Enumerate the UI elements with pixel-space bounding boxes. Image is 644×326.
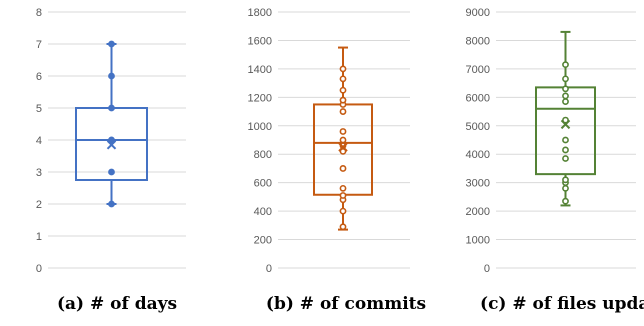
- data-point: [108, 104, 115, 112]
- y-tick-label: 7: [36, 39, 42, 51]
- y-tick-label: 0: [484, 263, 490, 275]
- y-tick-label: 7000: [466, 64, 490, 76]
- data-point: [562, 61, 569, 69]
- y-tick-label: 1400: [248, 64, 272, 76]
- y-tick-label: 0: [266, 263, 272, 275]
- data-point: [562, 197, 569, 205]
- data-point: [108, 168, 115, 176]
- y-tick-label: 3000: [466, 178, 490, 190]
- data-point: [562, 85, 569, 93]
- y-tick-label: 6000: [466, 92, 490, 104]
- data-point: [339, 86, 347, 94]
- y-tick-label: 1000: [248, 121, 272, 133]
- data-point: [562, 155, 569, 162]
- data-point: [562, 136, 569, 144]
- subfigure-caption: (a) # of days: [57, 294, 177, 314]
- mean-marker: [106, 140, 117, 150]
- data-point: [562, 184, 569, 192]
- data-point: [339, 96, 347, 104]
- y-tick-label: 0: [36, 263, 42, 275]
- y-tick-label: 4: [36, 135, 42, 147]
- y-tick-label: 8000: [466, 35, 490, 47]
- data-point: [339, 192, 347, 199]
- data-point: [339, 184, 347, 192]
- data-point: [562, 75, 569, 83]
- data-point: [339, 65, 347, 73]
- y-tick-label: 5000: [466, 121, 490, 133]
- data-point: [339, 165, 347, 172]
- y-tick-label: 9000: [466, 7, 490, 19]
- y-tick-label: 800: [254, 149, 272, 161]
- data-point: [108, 40, 115, 48]
- data-point: [562, 98, 569, 105]
- y-tick-label: 1000: [466, 235, 490, 247]
- data-point: [339, 207, 347, 215]
- y-tick-label: 2: [36, 199, 42, 211]
- y-tick-label: 6: [36, 71, 42, 83]
- y-tick-label: 600: [254, 178, 272, 190]
- data-point: [562, 116, 569, 124]
- subfigure-caption: (b) # of commits: [266, 294, 426, 314]
- data-point: [562, 146, 569, 154]
- subfigure-caption: (c) # of files updated: [480, 294, 644, 314]
- mean-marker: [338, 142, 348, 152]
- y-tick-label: 3: [36, 167, 42, 179]
- data-point: [339, 75, 347, 83]
- y-tick-label: 2000: [466, 206, 490, 218]
- y-tick-label: 400: [254, 206, 272, 218]
- data-point: [562, 176, 569, 184]
- y-tick-label: 200: [254, 235, 272, 247]
- data-point: [339, 223, 347, 231]
- y-tick-label: 4000: [466, 149, 490, 161]
- data-point: [339, 136, 347, 144]
- data-point: [108, 200, 115, 208]
- y-tick-label: 1200: [248, 92, 272, 104]
- y-tick-label: 8: [36, 7, 42, 19]
- y-tick-label: 1: [36, 231, 42, 243]
- data-point: [108, 72, 115, 80]
- data-point: [339, 128, 347, 135]
- y-tick-label: 1800: [248, 7, 272, 19]
- mean-marker: [560, 119, 571, 130]
- y-tick-label: 1600: [248, 35, 272, 47]
- data-point: [562, 92, 569, 100]
- data-point: [339, 108, 347, 115]
- y-tick-label: 5: [36, 103, 42, 115]
- data-point: [108, 136, 115, 144]
